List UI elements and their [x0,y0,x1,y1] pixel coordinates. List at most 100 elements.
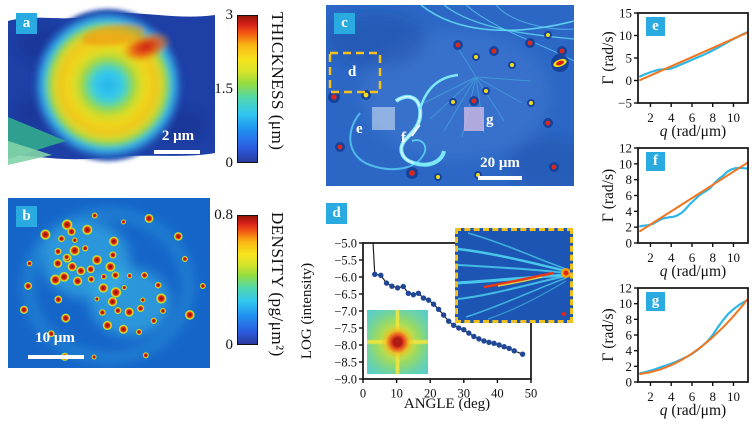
region-e-box [372,107,395,130]
thickness-donut [32,9,184,161]
svg-text:2: 2 [647,250,654,265]
svg-text:30: 30 [458,387,471,401]
svg-text:8: 8 [626,312,633,327]
svg-text:q (rad/μm): q (rad/μm) [660,123,726,140]
svg-text:10: 10 [619,296,632,311]
svg-text:50: 50 [525,387,538,401]
svg-text:6: 6 [689,389,696,404]
svg-text:12: 12 [619,140,632,155]
svg-text:0: 0 [360,387,366,401]
density-cb-title: DENSITY (pg/μm²) [268,212,287,357]
svg-text:−9.0: −9.0 [334,372,357,386]
panel-a-label: a [16,13,37,34]
svg-text:6: 6 [689,110,696,125]
panel-c-label: c [334,13,355,34]
thickness-colorbar [237,15,258,163]
panel-d-label: d [326,203,347,224]
svg-text:Γ (rad/s): Γ (rad/s) [602,169,617,222]
svg-text:ANGLE (deg): ANGLE (deg) [404,396,490,412]
chart-d: 0 10 20 30 40 50 −5.0 −5.5 −6.0 −6.5 −7.0 −7.5 −8.0 −… [299,236,538,412]
svg-text:−8.5: −8.5 [334,355,357,369]
panel-e-label: e [646,17,665,36]
panel-c-scalebar [478,176,522,180]
fft-inset-image [367,310,428,374]
thickness-cb-tick-min: 0 [225,155,234,171]
svg-text:8: 8 [709,110,716,125]
svg-text:−7.5: −7.5 [334,321,357,335]
region-d-zoom-inset [455,228,573,323]
region-g-letter: g [486,112,494,128]
svg-text:Γ (rad/s): Γ (rad/s) [602,308,617,361]
svg-text:0: 0 [626,374,633,389]
thickness-cb-tick-max: 3 [225,7,234,23]
density-colorbar [237,215,258,345]
panel-b-image [8,198,210,368]
svg-text:q (rad/μm): q (rad/μm) [660,402,726,419]
region-f-letter: f [401,130,406,146]
svg-text:20: 20 [424,387,437,401]
region-e-letter: e [356,121,363,137]
svg-text:−5.5: −5.5 [334,253,357,267]
svg-text:8: 8 [709,250,716,265]
svg-text:12: 12 [619,282,632,295]
svg-text:0: 0 [626,73,633,88]
panel-f-label: f [646,152,665,171]
panel-c-image [326,5,574,186]
svg-text:4: 4 [668,250,675,265]
density-cb-tick-min: 0 [225,337,234,353]
panel-a-scalebar [154,150,200,154]
svg-text:10: 10 [619,156,632,171]
svg-text:4: 4 [668,110,675,125]
svg-text:−8.0: −8.0 [334,338,357,352]
panel-g-label: g [646,292,665,311]
region-g-box [464,107,484,131]
svg-text:−6.0: −6.0 [334,270,357,284]
svg-text:5: 5 [626,50,633,65]
svg-text:2: 2 [626,359,633,374]
panel-b-aggregates [19,212,206,362]
thickness-cb-title: THICKNESS (μm) [268,12,287,151]
svg-text:4: 4 [626,204,633,219]
panel-a-scalebar-text: 2 μm [161,128,195,144]
panel-b-scalebar [28,355,84,359]
svg-text:0: 0 [626,235,633,250]
region-d-box [328,51,382,94]
svg-text:LOG (intensity): LOG (intensity) [299,263,315,359]
svg-text:10: 10 [390,387,403,401]
svg-text:−7.0: −7.0 [334,304,357,318]
svg-text:40: 40 [491,387,504,401]
svg-text:−5: −5 [618,95,632,110]
panel-b-scalebar-text: 10 μm [35,330,75,346]
panel-a-image [8,5,215,165]
panel-c-scalebar-text: 20 μm [480,155,520,171]
svg-text:2: 2 [647,110,654,125]
panel-c-filaments [349,5,574,171]
svg-text:6: 6 [689,250,696,265]
zoom-inset-streaks [457,232,571,320]
thickness-cb-tick-mid: 1.5 [214,81,233,97]
svg-text:−6.5: −6.5 [334,287,357,301]
svg-text:8: 8 [626,172,633,187]
svg-text:6: 6 [626,327,633,342]
svg-text:8: 8 [709,389,716,404]
region-f-pointer [411,124,421,137]
svg-text:2: 2 [647,389,654,404]
svg-text:q (rad/μm): q (rad/μm) [660,263,726,280]
svg-text:10: 10 [727,250,740,265]
svg-text:6: 6 [626,188,633,203]
density-cb-tick-max: 0.8 [214,207,233,223]
panel-c-specks [328,31,569,181]
svg-text:10: 10 [619,28,632,43]
svg-text:15: 15 [619,5,632,20]
svg-text:4: 4 [626,343,633,358]
region-d-letter: d [348,64,357,80]
svg-text:−5.0: −5.0 [334,236,357,250]
svg-text:Γ (rad/s): Γ (rad/s) [602,31,617,84]
panel-b-label: b [16,206,37,227]
svg-text:2: 2 [626,220,633,235]
svg-text:10: 10 [727,110,740,125]
